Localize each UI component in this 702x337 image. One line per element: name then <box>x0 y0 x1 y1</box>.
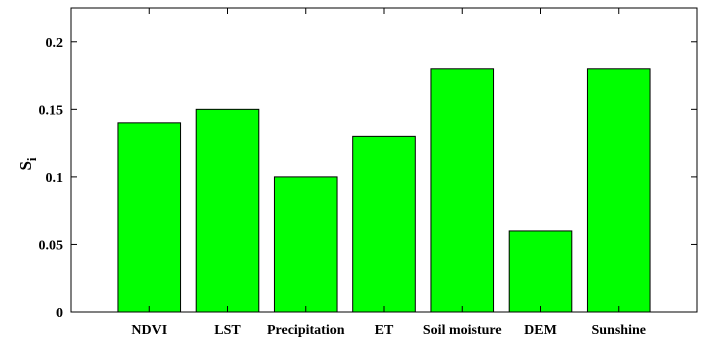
bar-sunshine <box>586 68 651 313</box>
x-tick-label: Sunshine <box>592 323 646 337</box>
y-axis-label-subscript: i <box>24 157 39 161</box>
bar-et <box>352 135 416 313</box>
bars <box>117 68 651 313</box>
plot-frame <box>70 7 698 313</box>
y-tick-labels: 0 0.05 0.1 0.15 0.2 <box>39 36 64 321</box>
x-tick-label: ET <box>375 323 394 337</box>
bar-ndvi <box>117 122 182 313</box>
bar-lst <box>195 108 260 313</box>
x-tick-label: DEM <box>524 323 557 337</box>
bar-dem <box>508 230 573 313</box>
y-axis-label: Si <box>16 157 39 170</box>
y-tick-label: 0.15 <box>39 103 64 118</box>
y-axis-label-main: S <box>16 161 35 170</box>
y-tick-label: 0.05 <box>39 238 64 253</box>
y-tick-label: 0.2 <box>46 36 64 51</box>
bar-soil-moisture <box>430 68 495 313</box>
x-tick-label: NDVI <box>131 323 167 337</box>
y-tick-label: 0 <box>56 306 63 321</box>
x-tick-labels: NDVI LST Precipitation ET Soil moisture DEM Su… <box>131 323 646 337</box>
x-tick-label: Precipitation <box>267 323 345 337</box>
bar-precipitation <box>273 176 338 313</box>
x-tick-label: Soil moisture <box>423 323 502 337</box>
x-tick-label: LST <box>214 323 241 337</box>
y-tick-label: 0.1 <box>46 171 64 186</box>
axis-ticks <box>71 8 697 313</box>
